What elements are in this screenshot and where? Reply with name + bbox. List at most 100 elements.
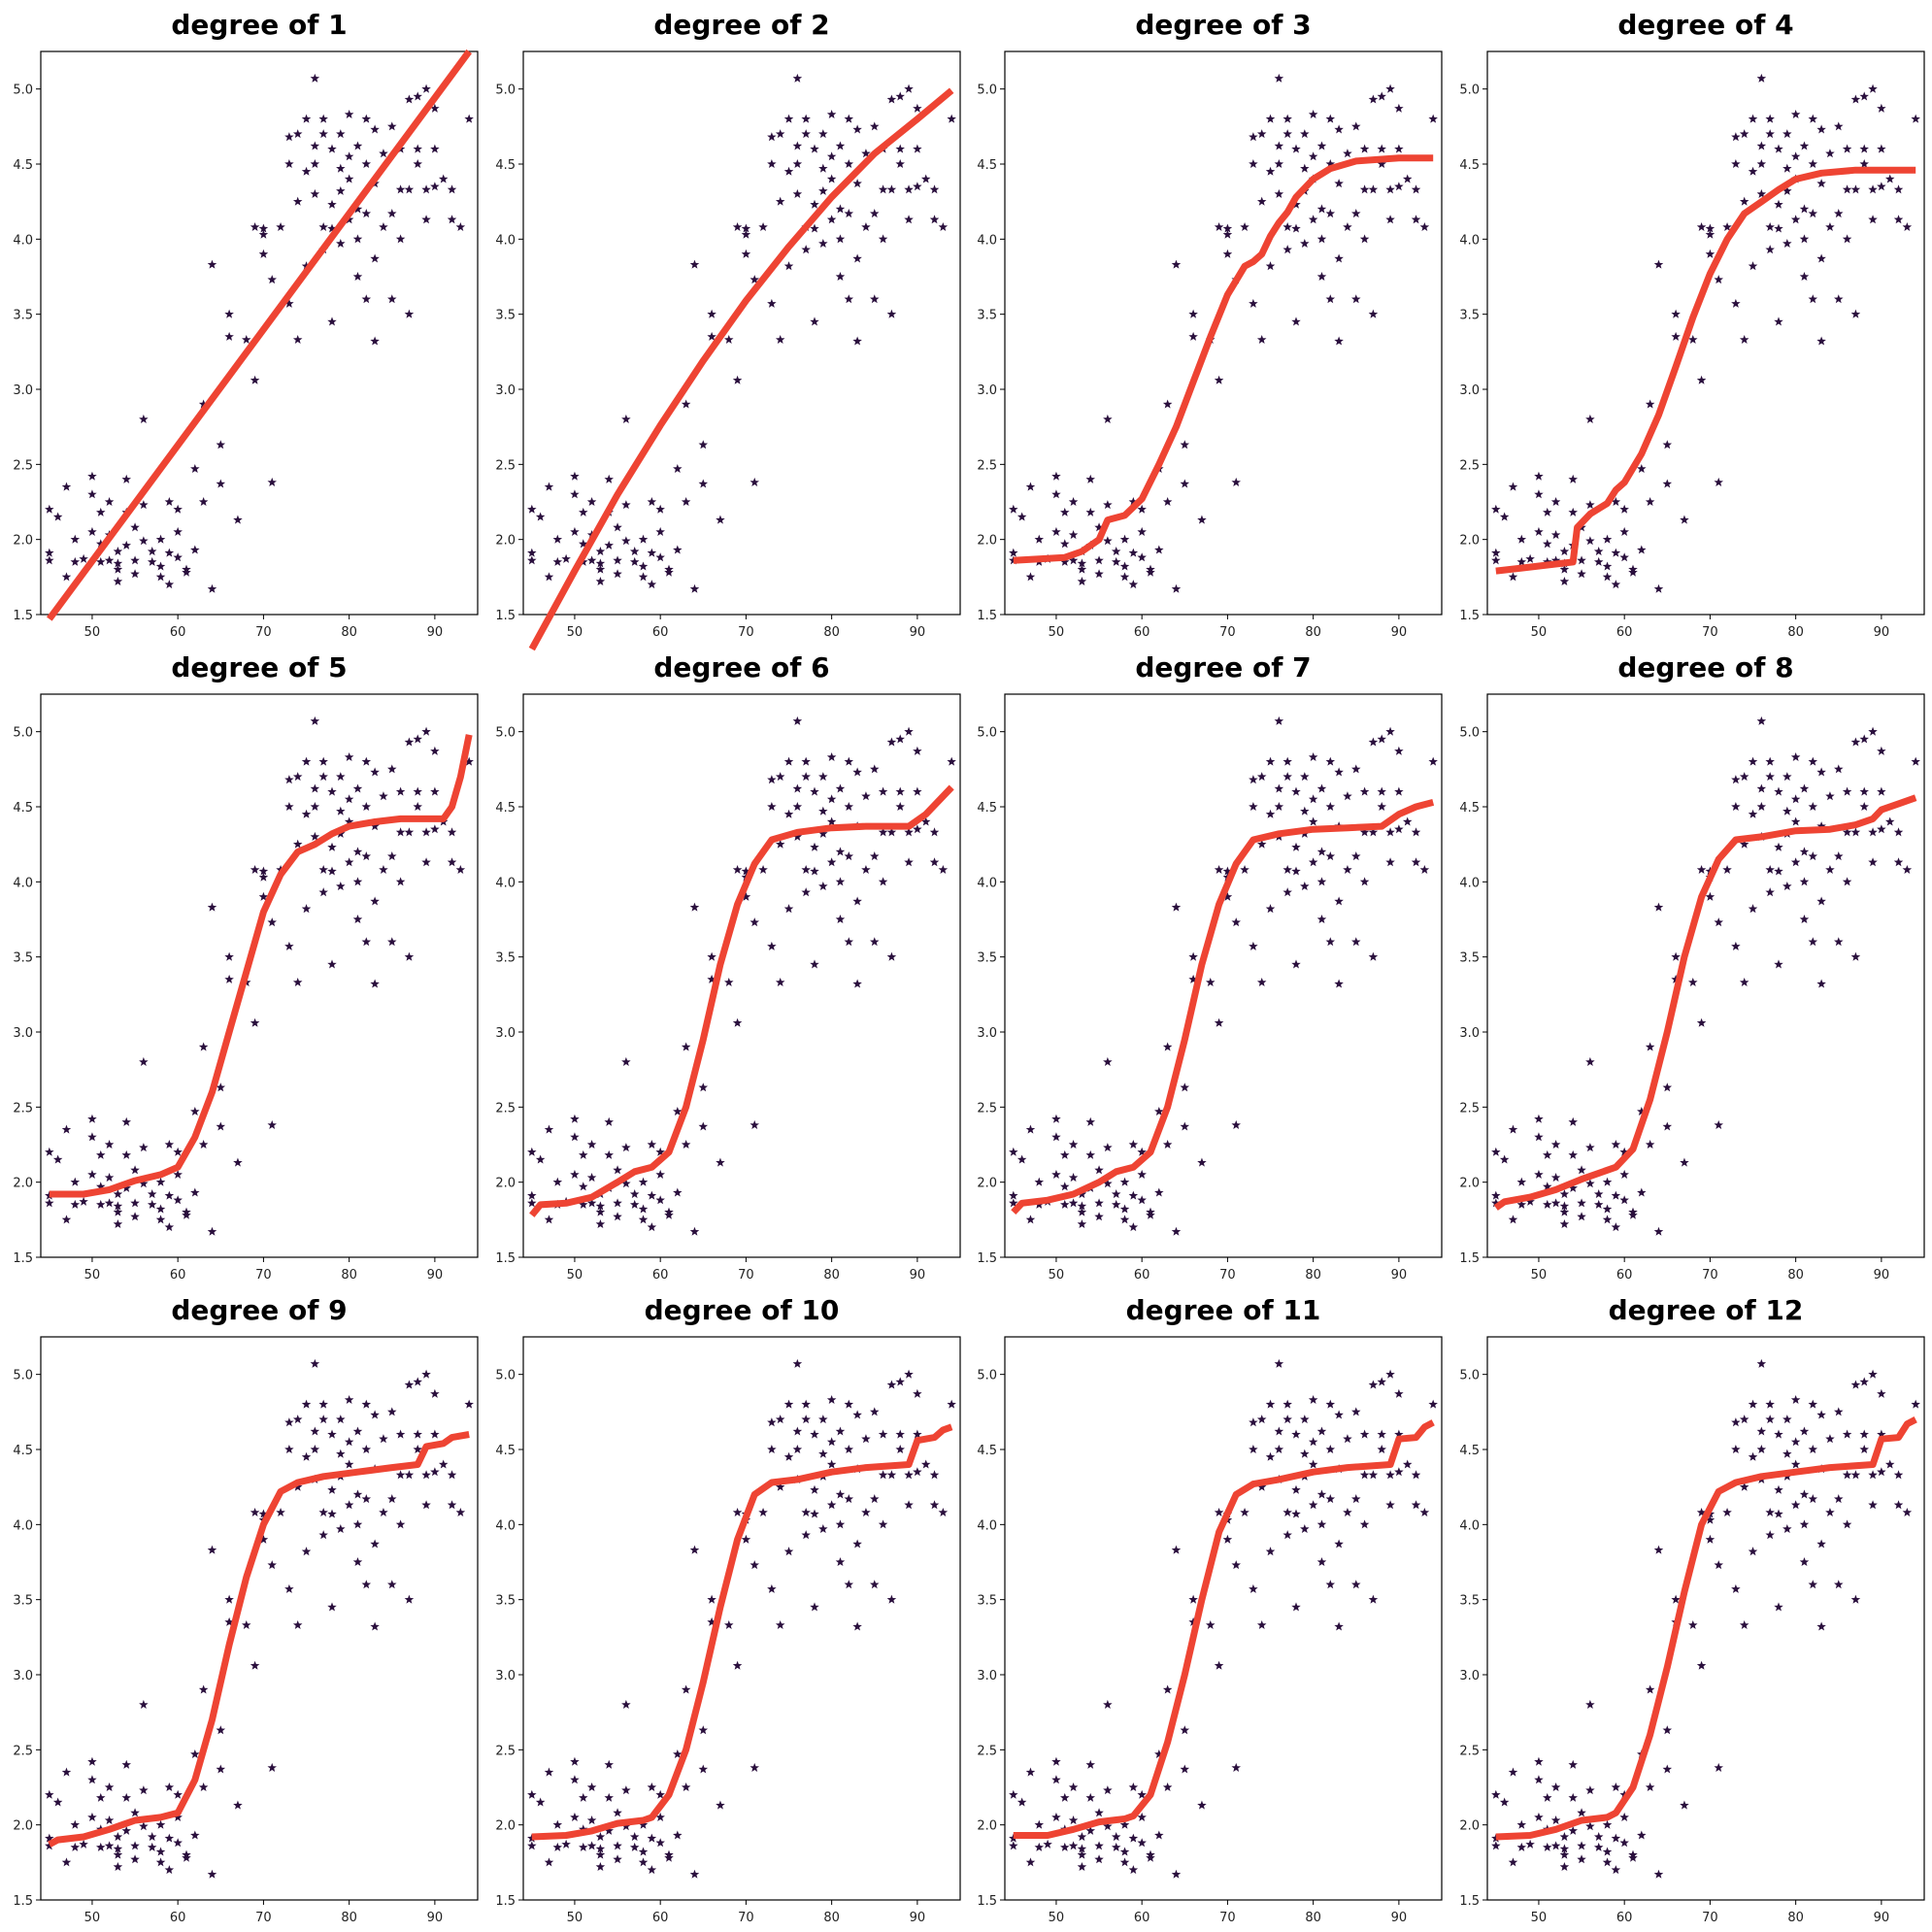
data-point (1543, 1149, 1552, 1159)
data-point (70, 1199, 81, 1209)
data-point (1343, 1507, 1352, 1517)
data-point (447, 857, 457, 867)
y-tick-label: 4.0 (13, 876, 33, 890)
data-point (1911, 114, 1920, 123)
data-point (724, 334, 734, 345)
data-point (1645, 1042, 1655, 1051)
data-point (310, 1426, 320, 1436)
data-point (1274, 159, 1284, 169)
data-point (792, 831, 803, 841)
data-point (1499, 1797, 1510, 1807)
data-point (913, 1429, 922, 1439)
data-point (1222, 891, 1233, 901)
data-point (1782, 881, 1792, 891)
data-point (155, 1847, 166, 1856)
data-point (430, 1388, 440, 1398)
data-point (920, 816, 931, 826)
data-point (527, 504, 537, 514)
data-point (1782, 163, 1792, 173)
data-point (810, 1484, 819, 1494)
data-point (1316, 847, 1327, 856)
data-point (792, 1358, 803, 1368)
data-point (1577, 1212, 1586, 1221)
data-point (1585, 1056, 1595, 1066)
data-point (1291, 1509, 1301, 1518)
data-point (370, 1410, 380, 1419)
data-point (920, 174, 931, 183)
data-point (801, 1415, 811, 1424)
data-point (1765, 114, 1775, 123)
data-point (292, 196, 303, 206)
data-point (1368, 94, 1379, 104)
data-point (421, 1500, 431, 1510)
data-point (1756, 1358, 1767, 1368)
data-point (929, 1470, 940, 1480)
data-point (1705, 223, 1715, 233)
data-point (818, 772, 828, 782)
data-point (886, 184, 897, 194)
data-point (1214, 221, 1224, 232)
data-point (1645, 399, 1655, 409)
data-point (1534, 1756, 1544, 1766)
data-point (1637, 463, 1647, 474)
data-point (655, 1195, 665, 1205)
data-point (1411, 215, 1421, 224)
data-point (1351, 1494, 1361, 1504)
chart-panel: degree of 550 60 70 80 901.52.02.53.03.54.04… (13, 651, 479, 1282)
data-point (404, 309, 415, 318)
data-point (1282, 221, 1292, 232)
data-point (45, 1833, 54, 1843)
data-point (1568, 1792, 1578, 1802)
data-point (647, 1140, 657, 1149)
data-point (1111, 1842, 1121, 1851)
data-point (767, 298, 777, 308)
data-point (1359, 786, 1370, 796)
data-point (1300, 1415, 1310, 1424)
data-point (216, 1725, 226, 1735)
data-point (370, 767, 380, 777)
data-point (1611, 497, 1621, 507)
data-point (1585, 1143, 1595, 1152)
data-point (783, 904, 794, 914)
data-point (852, 124, 862, 134)
data-point (45, 1841, 54, 1850)
data-point (629, 1189, 640, 1199)
data-point (861, 791, 871, 801)
data-point (698, 479, 709, 488)
data-point (104, 555, 115, 565)
data-point (835, 915, 846, 924)
data-point (1774, 1602, 1783, 1612)
data-point (1808, 1445, 1818, 1454)
data-point (1282, 1399, 1292, 1409)
data-point (1249, 941, 1258, 950)
y-tick-label: 1.5 (1459, 1894, 1480, 1909)
data-point (1368, 951, 1379, 961)
y-tick-label: 5.0 (13, 1369, 33, 1383)
data-point (361, 114, 372, 123)
data-point (1799, 272, 1810, 282)
data-point (1508, 1767, 1518, 1777)
data-point (870, 294, 880, 304)
data-point (1249, 132, 1258, 142)
data-point (1550, 530, 1561, 540)
data-point (1790, 1437, 1801, 1447)
data-point (1300, 238, 1310, 249)
data-point (1619, 526, 1629, 536)
data-point (113, 564, 123, 574)
data-point (613, 522, 622, 532)
y-tick-label: 3.5 (13, 1594, 33, 1609)
data-point (1559, 1832, 1570, 1842)
data-point (190, 463, 200, 474)
data-point (1893, 1500, 1904, 1510)
data-point (87, 1114, 97, 1123)
data-point (716, 1800, 725, 1810)
data-point (852, 253, 862, 263)
data-point (430, 786, 440, 796)
data-point (732, 864, 743, 875)
data-point (344, 1394, 354, 1405)
data-point (1696, 1017, 1707, 1027)
data-point (113, 547, 123, 556)
data-point (301, 1547, 312, 1556)
data-point (1222, 249, 1233, 258)
data-point (570, 1114, 580, 1123)
